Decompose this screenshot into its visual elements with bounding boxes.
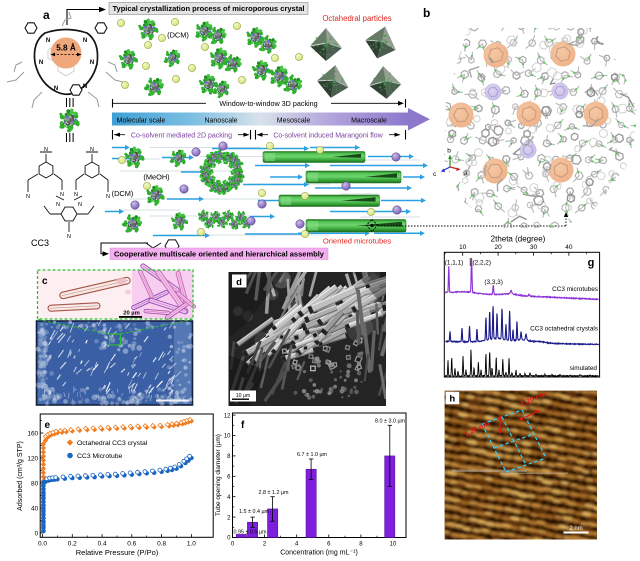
svg-text:20: 20: [494, 244, 502, 251]
svg-text:160: 160: [27, 430, 38, 437]
svg-text:Tube opening diameter (µm): Tube opening diameter (µm): [215, 434, 222, 516]
svg-text:0.4: 0.4: [98, 541, 107, 548]
svg-text:g: g: [588, 257, 595, 269]
svg-text:f: f: [241, 420, 245, 431]
svg-text:c: c: [42, 276, 48, 287]
svg-text:Octahedral particles: Octahedral particles: [322, 14, 391, 23]
svg-text:2theta (degree): 2theta (degree): [491, 235, 546, 244]
svg-text:Mesoscale: Mesoscale: [277, 117, 311, 124]
svg-text:30: 30: [530, 244, 538, 251]
svg-text:N: N: [46, 38, 50, 44]
svg-text:2: 2: [227, 515, 231, 521]
svg-text:b: b: [423, 6, 430, 20]
svg-text:8: 8: [227, 454, 231, 460]
svg-text:(MeOH): (MeOH): [143, 173, 169, 182]
svg-text:Adsorbed (cm³/g STP): Adsorbed (cm³/g STP): [17, 441, 24, 511]
svg-text:N: N: [44, 147, 48, 153]
svg-text:0.95 ± 0.5 µm: 0.95 ± 0.5 µm: [234, 530, 268, 536]
svg-text:6.7 ± 1.0 µm: 6.7 ± 1.0 µm: [297, 452, 328, 458]
svg-text:Nanoscale: Nanoscale: [204, 117, 237, 124]
svg-text:Macroscale: Macroscale: [351, 117, 387, 124]
svg-text:2 nm: 2 nm: [569, 526, 582, 532]
svg-text:6: 6: [227, 475, 231, 481]
svg-text:0.8: 0.8: [157, 541, 166, 548]
svg-text:12: 12: [224, 413, 231, 419]
svg-text:(DCM): (DCM): [112, 189, 134, 198]
svg-text:N: N: [83, 84, 87, 90]
svg-text:(3,3,3): (3,3,3): [484, 279, 502, 286]
svg-text:Window-to-window 3D packing: Window-to-window 3D packing: [219, 99, 317, 108]
svg-text:N: N: [83, 38, 87, 44]
svg-text:0.0: 0.0: [38, 541, 47, 548]
svg-text:CC3 octahedral crystals: CC3 octahedral crystals: [530, 326, 598, 333]
svg-text:Cooperative multiscale oriente: Cooperative multiscale oriented and hier…: [114, 250, 325, 259]
svg-text:Co-solvent induced Marangoni f: Co-solvent induced Marangoni flow: [273, 132, 383, 139]
svg-text:a: a: [43, 8, 50, 22]
svg-text:N: N: [90, 60, 94, 66]
svg-text:20 µm: 20 µm: [123, 311, 140, 317]
svg-text:4: 4: [295, 542, 299, 548]
svg-text:10: 10: [390, 542, 397, 548]
svg-text:10: 10: [224, 434, 231, 440]
svg-text:a: a: [464, 170, 468, 177]
svg-text:1.5 ± 0.4 µm: 1.5 ± 0.4 µm: [239, 509, 270, 515]
svg-text:120: 120: [27, 455, 38, 462]
svg-text:c: c: [433, 171, 437, 178]
svg-text:N: N: [90, 147, 94, 153]
svg-text:h: h: [449, 394, 455, 405]
svg-text:5.8 Å: 5.8 Å: [56, 43, 76, 53]
svg-text:N: N: [67, 234, 71, 240]
svg-text:10 µm: 10 µm: [236, 393, 251, 399]
svg-text:(DCM): (DCM): [167, 31, 189, 40]
svg-text:Co-solvent mediated 2D packing: Co-solvent mediated 2D packing: [131, 132, 232, 139]
svg-text:N: N: [26, 194, 30, 200]
svg-text:80: 80: [31, 480, 39, 487]
svg-text:simulated: simulated: [570, 365, 598, 372]
svg-text:N: N: [56, 202, 60, 208]
svg-text:8: 8: [359, 542, 363, 548]
svg-text:0: 0: [227, 536, 231, 542]
svg-text:Typical crystallization proces: Typical crystallization process of micro…: [113, 4, 305, 13]
svg-text:Relative Pressure (P/Po): Relative Pressure (P/Po): [76, 548, 159, 557]
svg-text:N: N: [74, 192, 78, 198]
svg-text:10: 10: [459, 244, 467, 251]
svg-text:CC3 Microtube: CC3 Microtube: [77, 453, 123, 460]
svg-text:2.8 ± 1.2 µm: 2.8 ± 1.2 µm: [259, 490, 290, 496]
svg-text:40: 40: [31, 505, 39, 512]
svg-text:N: N: [60, 192, 64, 198]
svg-text:Molecular scale: Molecular scale: [117, 117, 166, 124]
svg-text:CC3: CC3: [31, 238, 49, 248]
svg-text:CC3 microtubes: CC3 microtubes: [552, 286, 598, 293]
svg-text:e: e: [45, 420, 51, 431]
svg-text:b: b: [447, 148, 451, 155]
svg-text:0: 0: [35, 530, 39, 537]
svg-text:6: 6: [327, 542, 331, 548]
svg-text:0.2: 0.2: [68, 541, 77, 548]
svg-text:d: d: [236, 277, 242, 288]
svg-text:Oriented microtubes: Oriented microtubes: [323, 237, 392, 246]
svg-text:(1,1,1): (1,1,1): [445, 260, 463, 267]
svg-text:40: 40: [565, 244, 573, 251]
svg-text:N: N: [106, 194, 110, 200]
svg-text:N: N: [54, 86, 58, 92]
svg-text:N: N: [39, 60, 43, 66]
svg-text:N: N: [78, 202, 82, 208]
svg-text:4: 4: [227, 495, 231, 501]
svg-text:Concentration (mg mL⁻¹): Concentration (mg mL⁻¹): [280, 550, 358, 557]
svg-text:0: 0: [231, 542, 235, 548]
svg-text:0.6: 0.6: [127, 541, 136, 548]
svg-text:8.0 ± 3.0 µm: 8.0 ± 3.0 µm: [375, 419, 406, 425]
svg-text:Octahedral CC3 crystal: Octahedral CC3 crystal: [77, 440, 148, 447]
svg-text:1.0: 1.0: [187, 541, 196, 548]
svg-text:2: 2: [263, 542, 267, 548]
svg-text:(2,2,2): (2,2,2): [473, 260, 491, 267]
